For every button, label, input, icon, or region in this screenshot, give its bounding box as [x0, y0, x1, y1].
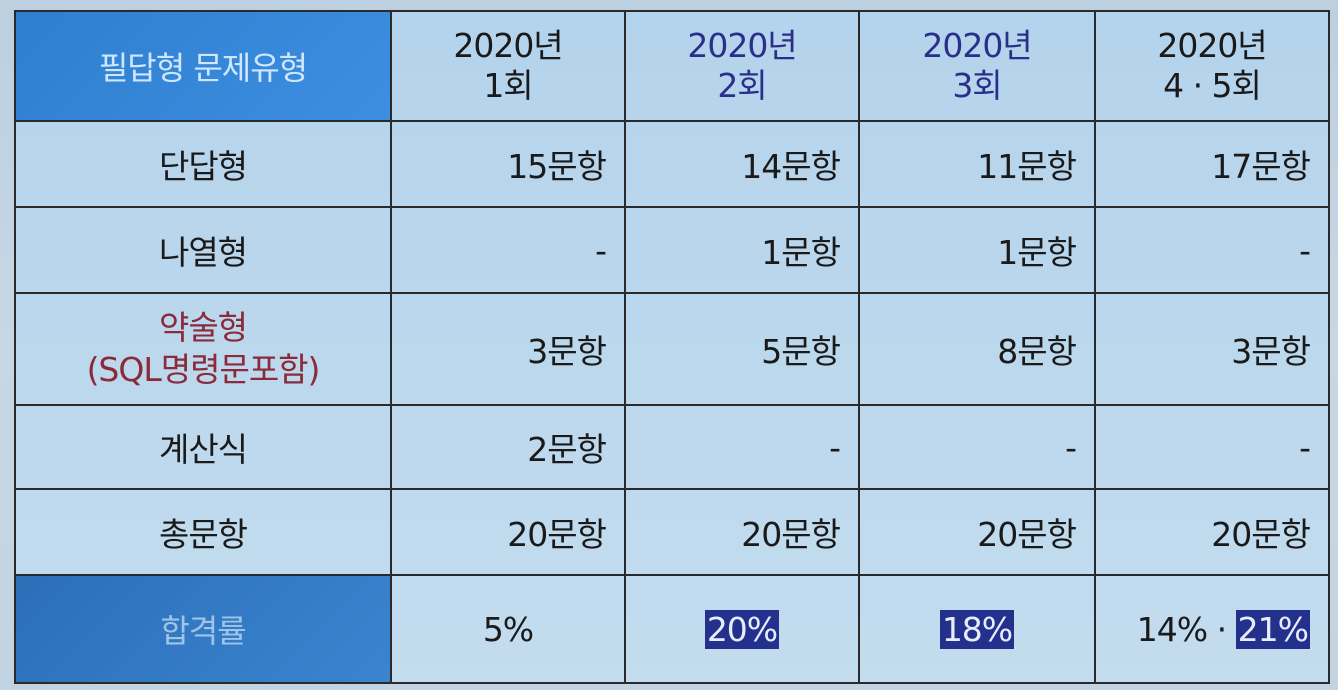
pass-rate-value: 14% — [1136, 609, 1208, 649]
header-row: 필답형 문제유형 2020년 1회 2020년 2회 2020년 3회 2020… — [14, 10, 1330, 122]
separator-dot: · — [1207, 609, 1236, 649]
pass-rate-value-highlighted: 18% — [939, 609, 1015, 649]
cell-value: 17문항 — [1094, 120, 1330, 208]
table-row-calculation: 계산식 2문항 - - - — [14, 404, 1330, 490]
cell-value: 20문항 — [624, 488, 860, 576]
table-row-pass-rate: 합격률 5% 20% 18% 14% · 21% — [14, 574, 1330, 684]
header-2020-round-2: 2020년 2회 — [624, 10, 860, 122]
cell-value: 3문항 — [390, 292, 626, 406]
header-round: 1회 — [483, 66, 533, 105]
cell-value: 20문항 — [858, 488, 1096, 576]
table-row-total: 총문항 20문항 20문항 20문항 20문항 — [14, 488, 1330, 576]
row-label-line1: 약술형 — [158, 308, 248, 347]
header-round: 3회 — [952, 66, 1002, 105]
cell-value: - — [1094, 404, 1330, 490]
pass-rate-round-1: 5% — [390, 574, 626, 684]
row-label: 단답형 — [14, 120, 392, 208]
header-2020-round-4-5: 2020년 4 · 5회 — [1094, 10, 1330, 122]
table-row-enumeration: 나열형 - 1문항 1문항 - — [14, 206, 1330, 294]
pass-rate-value-highlighted: 21% — [1235, 609, 1310, 649]
pass-rate-value-highlighted: 20% — [704, 609, 780, 649]
cell-value: 1문항 — [624, 206, 860, 294]
table-row-essay: 약술형 (SQL명령문포함) 3문항 5문항 8문항 3문항 — [14, 292, 1330, 406]
cell-value: - — [858, 404, 1096, 490]
exam-stats-table: 필답형 문제유형 2020년 1회 2020년 2회 2020년 3회 2020… — [14, 10, 1330, 684]
exam-stats-table-container: 필답형 문제유형 2020년 1회 2020년 2회 2020년 3회 2020… — [14, 10, 1330, 684]
pass-rate-round-4-5: 14% · 21% — [1094, 574, 1330, 684]
header-year: 2020년 — [453, 26, 563, 65]
table-row-short-answer: 단답형 15문항 14문항 11문항 17문항 — [14, 120, 1330, 208]
header-2020-round-1: 2020년 1회 — [390, 10, 626, 122]
header-year: 2020년 — [922, 26, 1032, 65]
cell-value: 14문항 — [624, 120, 860, 208]
cell-value: - — [624, 404, 860, 490]
header-round: 4 · 5회 — [1163, 66, 1262, 105]
cell-value: 20문항 — [390, 488, 626, 576]
cell-value: 11문항 — [858, 120, 1096, 208]
cell-value: - — [1094, 206, 1330, 294]
row-label-line2: (SQL명령문포함) — [86, 350, 321, 389]
row-label: 약술형 (SQL명령문포함) — [14, 292, 392, 406]
question-type-header: 필답형 문제유형 — [14, 10, 392, 122]
cell-value: - — [390, 206, 626, 294]
cell-value: 2문항 — [390, 404, 626, 490]
row-label: 나열형 — [14, 206, 392, 294]
cell-value: 5문항 — [624, 292, 860, 406]
header-year: 2020년 — [1157, 26, 1267, 65]
cell-value: 20문항 — [1094, 488, 1330, 576]
cell-value: 8문항 — [858, 292, 1096, 406]
row-label: 총문항 — [14, 488, 392, 576]
row-label: 계산식 — [14, 404, 392, 490]
pass-rate-round-3: 18% — [858, 574, 1096, 684]
cell-value: 3문항 — [1094, 292, 1330, 406]
header-2020-round-3: 2020년 3회 — [858, 10, 1096, 122]
cell-value: 15문항 — [390, 120, 626, 208]
header-year: 2020년 — [687, 26, 797, 65]
pass-rate-value: 5% — [482, 609, 534, 649]
pass-rate-round-2: 20% — [624, 574, 860, 684]
header-round: 2회 — [717, 66, 767, 105]
pass-rate-label: 합격률 — [14, 574, 392, 684]
cell-value: 1문항 — [858, 206, 1096, 294]
